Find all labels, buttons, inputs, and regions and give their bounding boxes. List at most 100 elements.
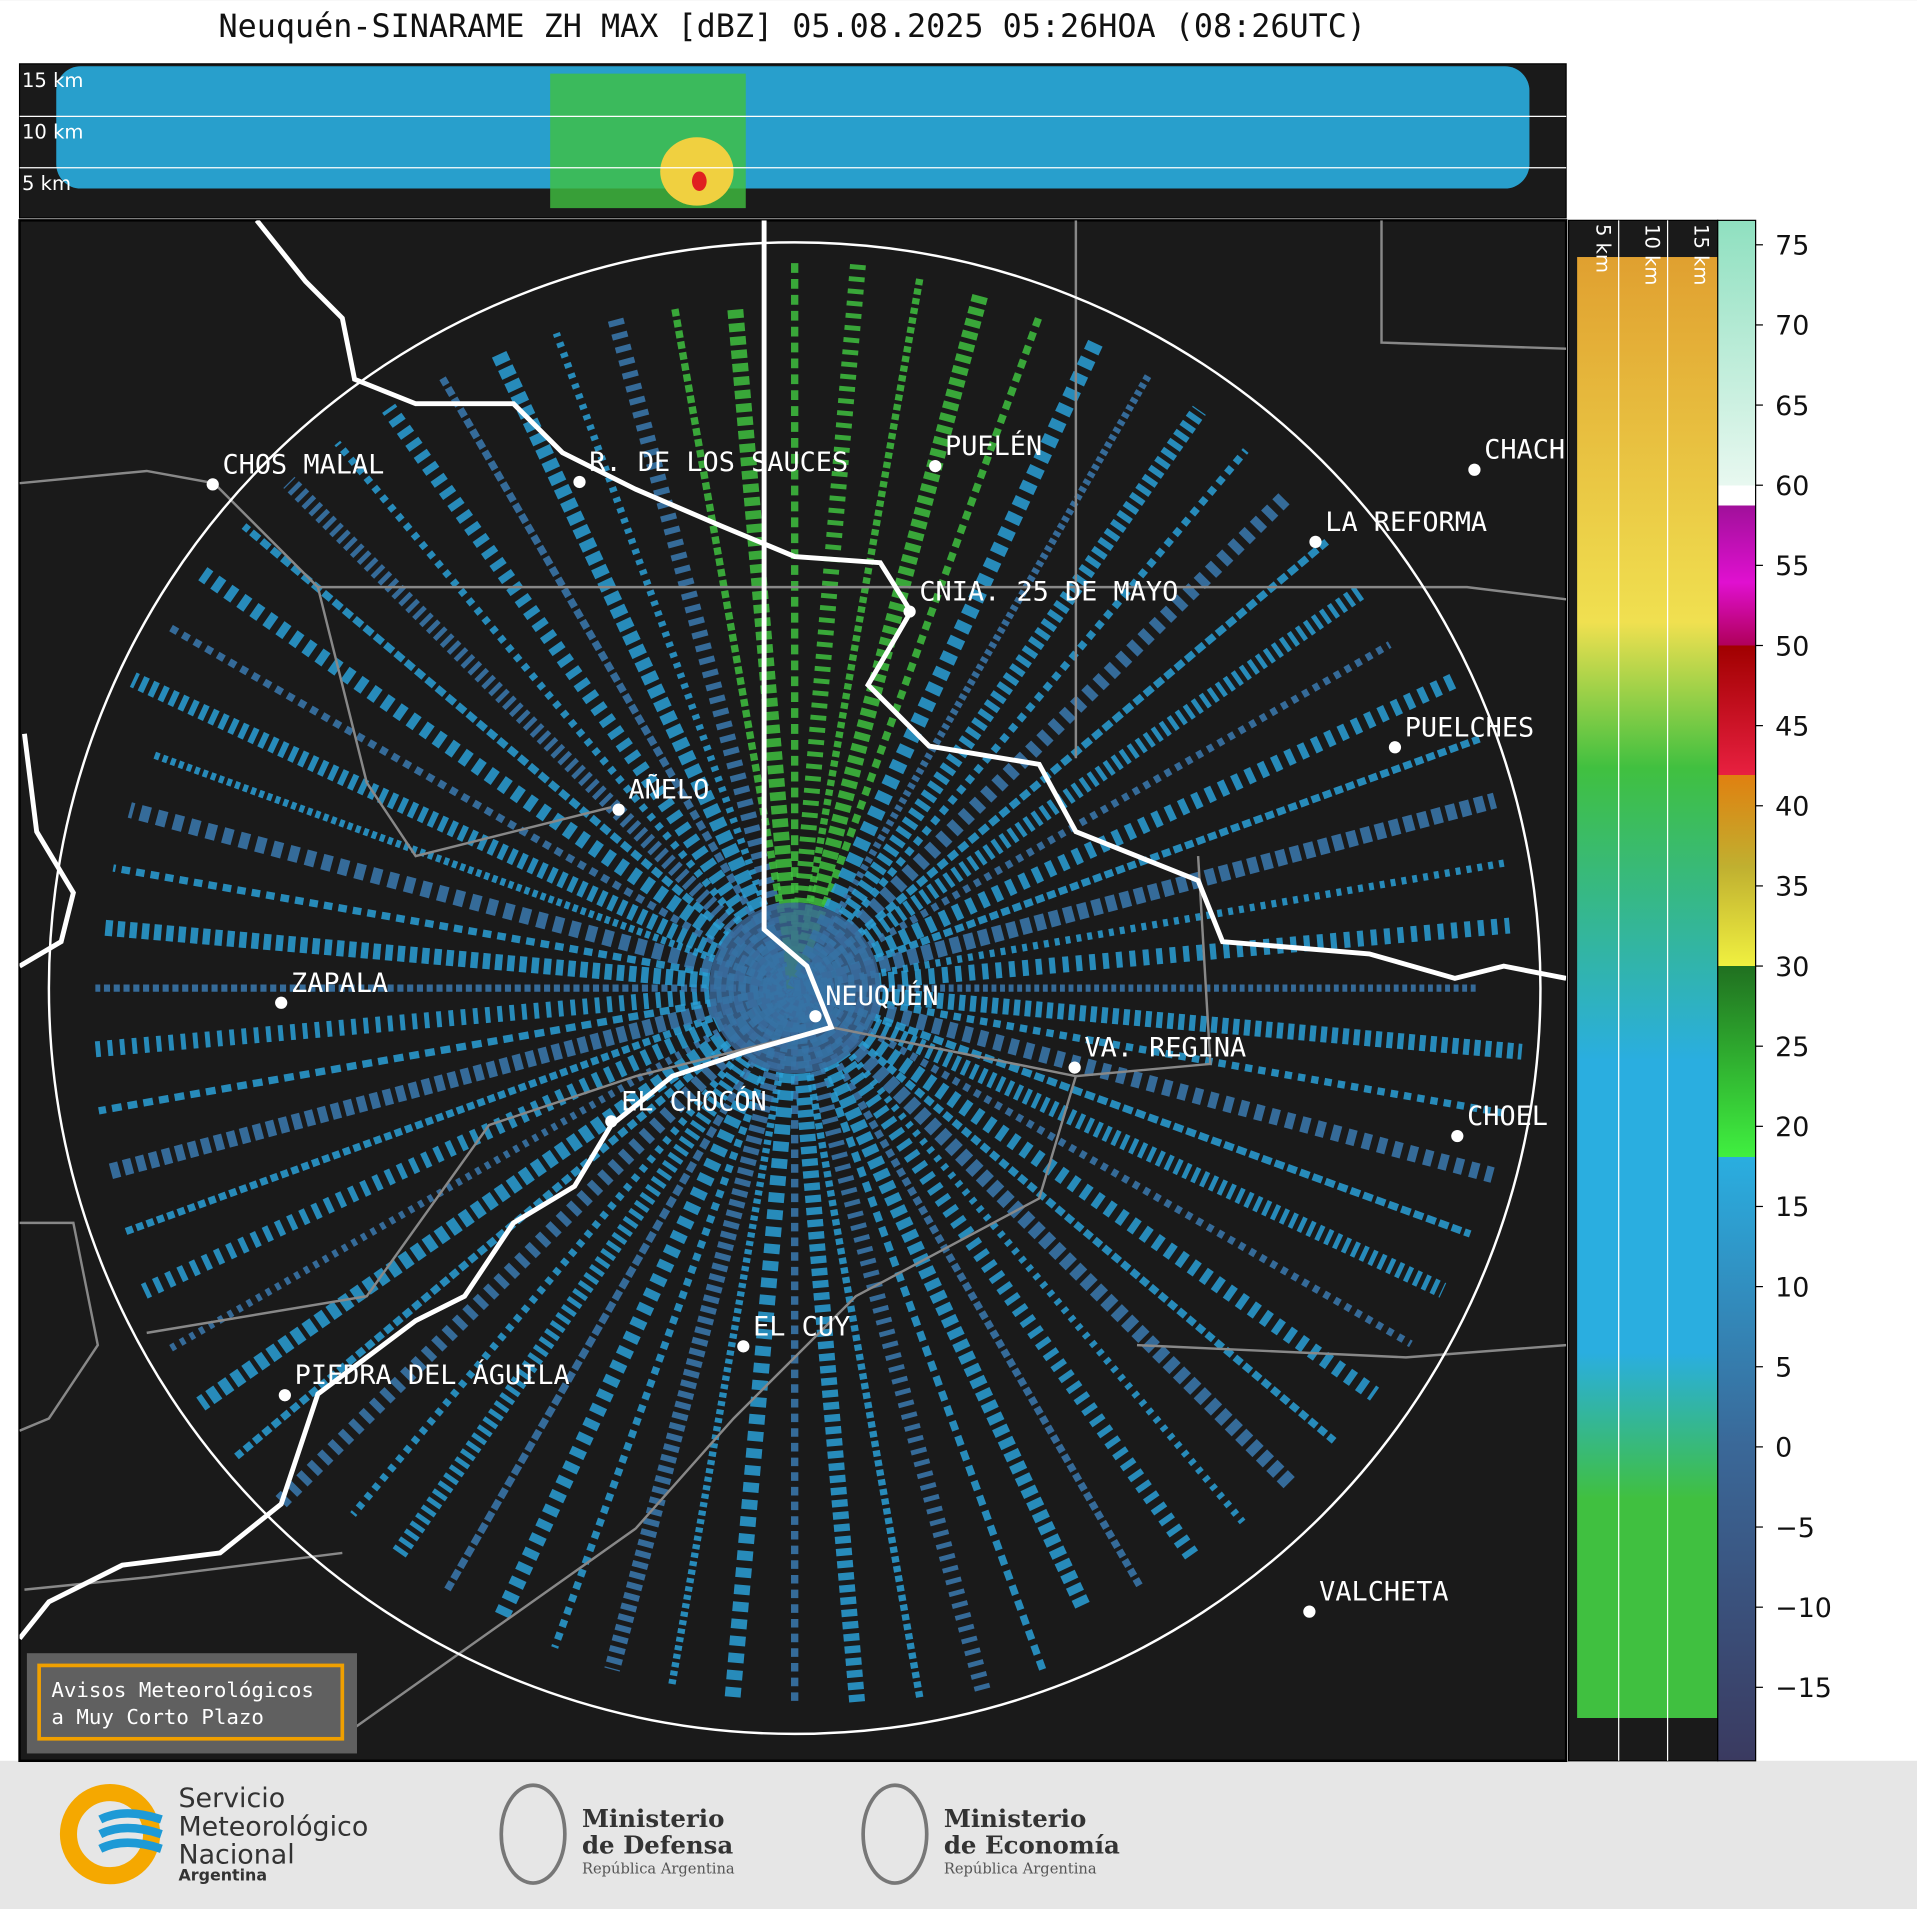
height-label: 5 km — [1592, 224, 1615, 273]
radar-ray — [127, 802, 797, 996]
radar-ray — [792, 641, 1392, 992]
radar-echoes — [93, 257, 1523, 1707]
colorbar-label: 70 — [1775, 311, 1809, 342]
radar-ray — [792, 985, 1337, 1444]
city-label: PUELÉN — [945, 430, 1042, 462]
radar-ray — [786, 290, 989, 991]
city-label: EL CHOCÓN — [621, 1085, 767, 1117]
side-echo — [1577, 257, 1718, 1718]
city-dot — [573, 475, 586, 489]
radar-ray — [241, 523, 798, 991]
city-label: EL CUY — [753, 1311, 850, 1342]
colorbar-label: 0 — [1775, 1433, 1792, 1464]
radar-core — [709, 902, 881, 1074]
radar-ray — [786, 987, 866, 1707]
city-dot — [1468, 463, 1481, 476]
ministry-text: Ministerio — [582, 1804, 724, 1833]
range-ring — [47, 241, 1542, 1736]
radar-ray — [792, 792, 1498, 996]
radar-ray — [604, 986, 803, 1672]
height-label: 5 km — [22, 172, 71, 195]
radar-ray — [444, 986, 798, 1592]
height-label: 10 km — [1641, 224, 1664, 285]
city-label: CHOS MALAL — [223, 449, 385, 480]
radar-ray — [112, 864, 796, 992]
smn-logo-waves — [98, 1809, 163, 1853]
radar-ray — [439, 376, 798, 990]
colorbar-label: −5 — [1775, 1513, 1815, 1544]
city-label: CHOEL — [1467, 1101, 1548, 1132]
city-dot — [605, 1115, 618, 1128]
city-dot — [1451, 1129, 1464, 1143]
city-dot — [1309, 535, 1322, 548]
radar-ray — [793, 984, 1472, 1238]
colorbar-label: 20 — [1775, 1112, 1809, 1143]
city-dot — [612, 803, 625, 816]
city-label: AÑELO — [628, 774, 709, 806]
radar-ray — [667, 987, 799, 1688]
radar-ray — [283, 476, 801, 994]
city-label: VALCHETA — [1319, 1577, 1448, 1608]
ministry-text: de Economía — [944, 1831, 1120, 1860]
notice-border — [37, 1663, 345, 1741]
city-dot — [903, 605, 916, 618]
city-dot — [206, 478, 219, 491]
radar-ray — [350, 985, 798, 1517]
radar-ray — [100, 919, 796, 997]
notice-text: Avisos Meteorológicos — [51, 1678, 314, 1702]
city-dot — [929, 459, 942, 473]
colorbar-label: 50 — [1775, 631, 1809, 662]
radar-ray — [150, 750, 796, 992]
radar-ray — [790, 585, 1366, 995]
radar-ray — [551, 986, 799, 1649]
smn-text: Servicio — [178, 1783, 285, 1814]
radar-ray — [382, 403, 802, 993]
radar-ray — [791, 986, 1143, 1588]
smn-text: Meteorológico — [178, 1811, 368, 1842]
ministry-text: República Argentina — [582, 1860, 735, 1877]
colorbar — [1717, 219, 1757, 1762]
height-label: 10 km — [22, 120, 83, 143]
radar-ray — [98, 984, 796, 1115]
radar-ray — [791, 671, 1462, 996]
emblem — [861, 1783, 929, 1885]
radar-ray — [791, 372, 1153, 990]
radar-ray — [787, 984, 1092, 1614]
city-label: PIEDRA DEL ÁGUILA — [295, 1359, 570, 1391]
footer — [0, 1763, 1917, 1909]
city-label: VA. REGINA — [1084, 1033, 1246, 1064]
top-echo — [660, 137, 734, 206]
title: Neuquén-SINARAME ZH MAX [dBZ] 05.08.2025… — [218, 9, 1365, 45]
radar-ray — [271, 982, 801, 1512]
radar-ray — [791, 986, 1049, 1677]
colorbar-label: 65 — [1775, 391, 1809, 422]
ministry-text: República Argentina — [944, 1860, 1097, 1877]
radar-ray — [788, 405, 1206, 993]
height-label: 15 km — [22, 69, 83, 92]
colorbar-label: 60 — [1775, 471, 1809, 502]
city-label: CHACH — [1484, 435, 1565, 466]
radar-ray — [793, 735, 1481, 992]
city-label: PUELCHES — [1405, 712, 1534, 743]
radar-ray — [234, 985, 798, 1460]
city-label: CNIA. 25 DE MAYO — [919, 577, 1178, 608]
city-dot — [1303, 1605, 1316, 1618]
boundaries — [19, 220, 1567, 1738]
height-label: 15 km — [1689, 224, 1712, 285]
colorbar-label: 35 — [1775, 872, 1809, 903]
cities: CHOS MALAL R. DE LOS SAUCES PUELÉN CHACH LA … — [206, 430, 1565, 1618]
radar-ray — [391, 983, 802, 1559]
notice-text: a Muy Corto Plazo — [51, 1705, 264, 1729]
radar-ray — [792, 984, 1413, 1348]
top-echo — [691, 171, 707, 192]
radar-ray — [790, 981, 1380, 1401]
radar-ray — [163, 621, 797, 992]
notice-box — [26, 1653, 357, 1754]
city-label: NEUQUÉN — [825, 980, 938, 1012]
radar-ray — [791, 980, 1447, 1298]
colorbar-label: −10 — [1775, 1593, 1832, 1624]
colorbar-label: 25 — [1775, 1032, 1809, 1063]
city-dot — [1388, 741, 1402, 754]
radar-ray — [196, 981, 800, 1411]
